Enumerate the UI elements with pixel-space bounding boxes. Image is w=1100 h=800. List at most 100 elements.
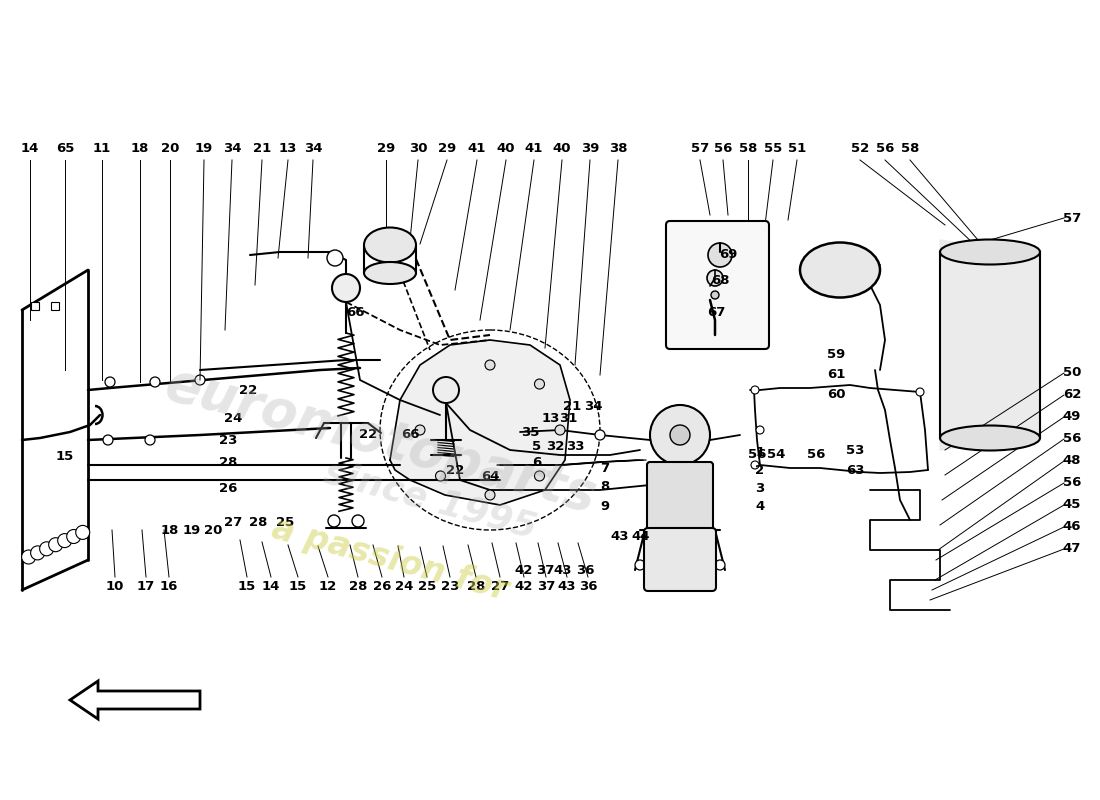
Text: 45: 45: [1063, 498, 1081, 511]
Text: 9: 9: [601, 499, 609, 513]
Text: 69: 69: [718, 249, 737, 262]
Text: 22: 22: [359, 427, 377, 441]
Text: 56: 56: [1063, 477, 1081, 490]
Text: 40: 40: [497, 142, 515, 154]
Circle shape: [103, 435, 113, 445]
Circle shape: [150, 377, 160, 387]
Bar: [51, 302, 59, 310]
Text: 31: 31: [559, 411, 578, 425]
Circle shape: [433, 377, 459, 403]
Text: 68: 68: [711, 274, 729, 286]
Circle shape: [485, 360, 495, 370]
Text: 66: 66: [400, 427, 419, 441]
FancyBboxPatch shape: [666, 221, 769, 349]
Text: 58: 58: [739, 142, 757, 154]
Text: 51: 51: [788, 142, 806, 154]
Text: 24: 24: [395, 581, 414, 594]
Circle shape: [595, 430, 605, 440]
Text: 40: 40: [552, 142, 571, 154]
Text: 46: 46: [1063, 521, 1081, 534]
Circle shape: [869, 267, 874, 273]
Text: 6: 6: [532, 455, 541, 469]
Circle shape: [715, 560, 725, 570]
Ellipse shape: [940, 239, 1040, 265]
Circle shape: [916, 388, 924, 396]
Text: 18: 18: [131, 142, 150, 154]
Text: 48: 48: [1063, 454, 1081, 467]
Text: 36: 36: [579, 581, 597, 594]
Text: 14: 14: [21, 142, 40, 154]
Text: 43: 43: [558, 581, 576, 594]
Text: 55: 55: [763, 142, 782, 154]
Text: 43: 43: [610, 530, 629, 543]
Circle shape: [535, 379, 544, 389]
Circle shape: [805, 267, 811, 273]
Circle shape: [650, 405, 710, 465]
Circle shape: [415, 425, 425, 435]
Text: 34: 34: [222, 142, 241, 154]
Text: 43: 43: [553, 563, 572, 577]
Text: 15: 15: [238, 581, 256, 594]
Text: 56: 56: [876, 142, 894, 154]
Circle shape: [332, 274, 360, 302]
Text: 33: 33: [565, 439, 584, 453]
Circle shape: [48, 538, 63, 552]
Text: 19: 19: [183, 523, 201, 537]
Text: 34: 34: [584, 399, 603, 413]
Circle shape: [635, 560, 645, 570]
Text: 8: 8: [601, 481, 609, 494]
Text: 25: 25: [418, 581, 436, 594]
Text: 12: 12: [319, 581, 337, 594]
Text: 57: 57: [691, 142, 710, 154]
Text: 28: 28: [219, 455, 238, 469]
Text: 52: 52: [851, 142, 869, 154]
Text: 42: 42: [515, 581, 534, 594]
Text: 29: 29: [377, 142, 395, 154]
Circle shape: [436, 379, 446, 389]
Text: 19: 19: [195, 142, 213, 154]
Ellipse shape: [364, 227, 416, 262]
Circle shape: [195, 375, 205, 385]
Text: 23: 23: [441, 581, 459, 594]
Text: 63: 63: [846, 463, 865, 477]
Text: 18: 18: [161, 523, 179, 537]
Text: 56: 56: [1063, 433, 1081, 446]
Text: 15: 15: [56, 450, 74, 462]
Text: 28: 28: [249, 515, 267, 529]
Text: 66: 66: [345, 306, 364, 318]
Text: 28: 28: [349, 581, 367, 594]
Circle shape: [67, 530, 80, 543]
Circle shape: [707, 270, 723, 286]
FancyBboxPatch shape: [644, 528, 716, 591]
Text: 37: 37: [536, 563, 554, 577]
Text: 20: 20: [161, 142, 179, 154]
Text: 30: 30: [409, 142, 427, 154]
Text: 25: 25: [276, 515, 294, 529]
Text: 22: 22: [239, 383, 257, 397]
Text: 62: 62: [1063, 389, 1081, 402]
Text: 56: 56: [806, 447, 825, 461]
Circle shape: [327, 250, 343, 266]
Text: since 1995: since 1995: [320, 455, 540, 545]
Text: 3: 3: [756, 482, 764, 494]
Circle shape: [145, 435, 155, 445]
Text: 5: 5: [532, 439, 541, 453]
Text: 59: 59: [827, 347, 845, 361]
Text: 53: 53: [846, 443, 865, 457]
Text: 58: 58: [901, 142, 920, 154]
Text: 56: 56: [748, 447, 767, 461]
FancyBboxPatch shape: [647, 462, 713, 533]
Text: 20: 20: [204, 523, 222, 537]
Text: 67: 67: [707, 306, 725, 318]
Text: 61: 61: [827, 367, 845, 381]
Ellipse shape: [940, 426, 1040, 450]
Circle shape: [485, 490, 495, 500]
Text: 41: 41: [525, 142, 543, 154]
Text: 56: 56: [714, 142, 733, 154]
Circle shape: [670, 425, 690, 445]
Text: 44: 44: [631, 530, 650, 543]
Ellipse shape: [364, 262, 416, 284]
Text: 50: 50: [1063, 366, 1081, 379]
Text: 49: 49: [1063, 410, 1081, 423]
Circle shape: [31, 546, 45, 560]
